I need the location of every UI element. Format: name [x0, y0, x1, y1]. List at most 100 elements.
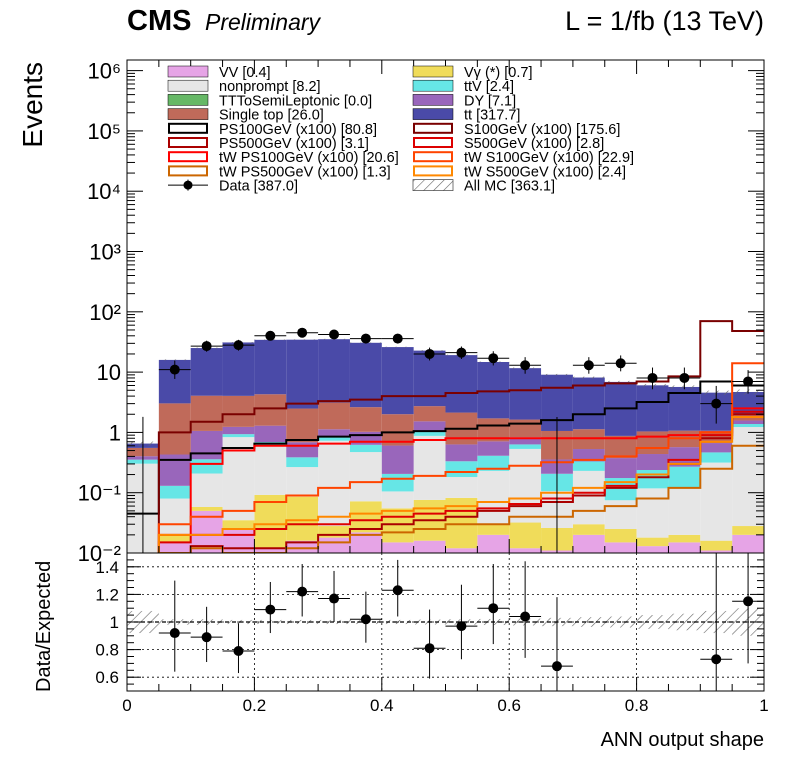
x-tick-label-4: 0.8 [625, 696, 649, 715]
stack-bar-6-16 [636, 431, 669, 455]
stack-bar-1-19 [732, 526, 764, 535]
signal-line-4 [157, 407, 764, 553]
ratio-point-3 [265, 604, 276, 615]
data-point-8 [392, 333, 403, 344]
x-tick-label-5: 1 [759, 696, 768, 715]
stack-bar-1-12 [509, 522, 542, 549]
legend-label: tW S100GeV (x100) [22.9] [464, 150, 634, 166]
mc-uncertainty-1 [158, 359, 191, 361]
stack-bar-5-5 [286, 442, 319, 458]
stack-bar-5-19 [732, 420, 764, 425]
stack-bar-1-3 [222, 520, 255, 530]
legend-swatch [412, 179, 454, 192]
stack-bar-2-1 [158, 498, 191, 535]
stack-bar-1-16 [636, 537, 669, 547]
stack-bar-6-18 [700, 430, 733, 444]
data-point-5 [297, 327, 308, 338]
y-tick-label-0: 10⁻² [78, 541, 121, 566]
y-tick-label-8: 10⁶ [87, 59, 121, 84]
stack-bar-2-14 [572, 470, 605, 525]
data-point-1 [169, 364, 180, 375]
stack-bar-2-15 [604, 500, 637, 530]
stack-bar-0-11 [477, 534, 510, 553]
ratio-point-12 [551, 661, 562, 672]
ratio-y-tick-label-0: 0.6 [95, 668, 119, 687]
stack-bar-7-12 [509, 368, 542, 420]
ratio-points [158, 553, 764, 691]
signal-line-5 [157, 362, 764, 553]
legend-entry-13: tW S100GeV (x100) [22.9] [413, 150, 634, 166]
ratio-point-8 [424, 643, 435, 654]
ratio-point-10 [488, 603, 499, 614]
legend-entry-0: VV [0.4] [167, 65, 271, 81]
stack-bar-1-11 [477, 524, 510, 535]
stack-bar-5-11 [477, 441, 510, 456]
legend-swatch [168, 165, 208, 177]
stack-bar-1-5 [286, 496, 319, 541]
stack-bar-2-6 [318, 440, 350, 527]
stack-bar-3-10 [445, 461, 478, 478]
legend-entry-4: TTToSemiLeptonic [0.0] [167, 93, 372, 109]
stack-bar-5-8 [381, 445, 414, 474]
stack-bar-3-19 [732, 424, 764, 428]
legend-entry-12: tW PS100GeV (x100) [20.6] [168, 150, 399, 166]
ratio-point-1 [201, 632, 212, 643]
legend-label: S500GeV (x100) [2.8] [464, 136, 604, 152]
stack-bar-0-16 [636, 546, 669, 553]
stack-bar-7-3 [222, 342, 255, 396]
stack-bar-5-14 [572, 449, 605, 462]
legend-entry-10: PS500GeV (x100) [3.1] [168, 136, 369, 152]
data-point-14 [583, 360, 594, 371]
stack-bar-0-18 [700, 550, 733, 553]
legend-entry-17: All MC [363.1] [412, 179, 555, 195]
data-point-9 [424, 348, 435, 359]
data-point-3 [233, 340, 244, 351]
legend-label: tW PS500GeV (x100) [1.3] [219, 164, 391, 180]
ratio-y-tick-label-1: 0.8 [95, 641, 119, 660]
stack-bar-3-3 [222, 434, 255, 438]
legend-label: PS100GeV (x100) [80.8] [219, 122, 377, 138]
signal-line-1 [157, 320, 764, 553]
ratio-axes: 0.6 0.8 1 1.2 1.4 0 0.2 0.4 0.6 0.8 1 [95, 558, 768, 715]
stack-bar-7-5 [286, 339, 319, 409]
data-point-6 [329, 329, 340, 340]
legend-entry-8: PS100GeV (x100) [80.8] [168, 122, 377, 138]
stack-bar-1-7 [349, 501, 382, 533]
stack-bar-5-2 [190, 430, 223, 460]
stack-bar-7-2 [190, 348, 223, 396]
mc-uncertainty-8 [381, 346, 414, 348]
stack-bar-1-18 [700, 540, 733, 551]
data-point-10 [456, 347, 467, 358]
stack-bar-6-2 [190, 395, 223, 431]
data-point-2 [201, 341, 212, 352]
legend-label: tW PS100GeV (x100) [20.6] [219, 150, 399, 166]
y-tick-label-6: 10⁴ [87, 179, 121, 204]
mc-uncertainty-15 [604, 380, 637, 383]
stack-bar-0-14 [572, 534, 605, 553]
stack-bar-3-12 [509, 444, 542, 449]
legend-label: DY [7.1] [464, 93, 516, 109]
stack-bar-6-12 [509, 419, 542, 438]
stack-bar-3-2 [190, 459, 223, 474]
stack-bar-5-12 [509, 437, 542, 445]
stack-bar-5-17 [668, 447, 701, 467]
stack-bar-0-5 [286, 540, 319, 553]
ratio-y-label: Data/Expected [33, 561, 55, 692]
stack-bar-2-2 [190, 473, 223, 507]
legend-entry-1: Vγ (*) [0.7] [412, 65, 533, 81]
stack-bar-5-18 [700, 443, 733, 453]
stack-bar-2-9 [413, 435, 446, 500]
legend-entry-9: S100GeV (x100) [175.6] [413, 122, 620, 138]
cms-label: CMS [127, 5, 191, 37]
legend: VV [0.4] Vγ (*) [0.7] nonprompt [8.2] ttV [… [167, 65, 634, 195]
y-tick-label-7: 10⁵ [87, 119, 121, 144]
ratio-point-5 [329, 593, 340, 604]
stack-bar-0-17 [668, 542, 701, 553]
stack-bar-6-8 [381, 414, 414, 446]
stack-bar-1-8 [381, 508, 414, 543]
stack-bar-0-7 [349, 532, 382, 553]
stack-bar-0-4 [254, 548, 287, 553]
stack-bar-6-6 [318, 402, 350, 430]
stack-bar-6-15 [604, 435, 637, 459]
